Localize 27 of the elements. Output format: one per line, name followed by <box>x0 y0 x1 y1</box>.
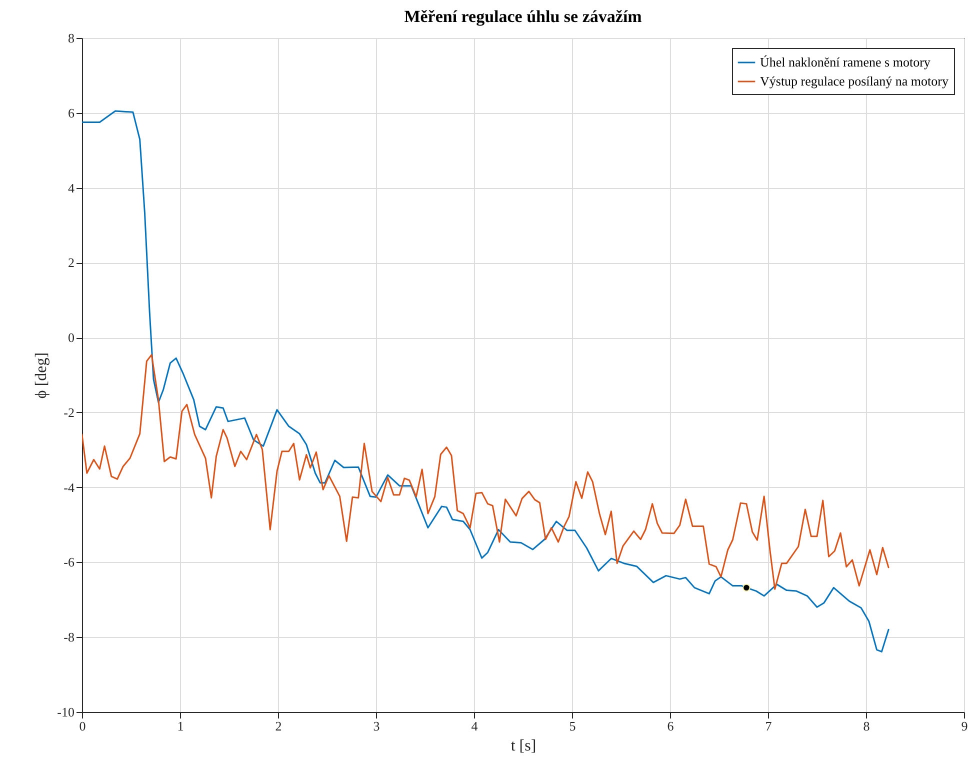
chart-title: Měření regulace úhlu se závažím <box>404 7 642 26</box>
x-tick-label: 6 <box>667 718 674 734</box>
y-tick-label: -8 <box>64 630 74 645</box>
line-series <box>82 110 890 652</box>
y-tick-label: -6 <box>64 554 75 570</box>
x-tick-label: 0 <box>79 718 86 734</box>
legend-label: Úhel naklonění ramene s motory <box>760 54 931 70</box>
line-series <box>82 354 890 590</box>
x-tick-label: 5 <box>569 718 576 734</box>
x-tick-label: 8 <box>863 718 870 734</box>
y-tick-label: -4 <box>64 480 75 495</box>
x-axis-title: t [s] <box>510 738 536 754</box>
y-tick-label: 0 <box>68 330 74 346</box>
x-tick-label: 1 <box>177 718 184 734</box>
x-tick-label: 9 <box>961 718 968 734</box>
y-tick-label: -2 <box>64 404 74 420</box>
x-tick-label: 7 <box>765 718 772 734</box>
legend-label: Výstup regulace posílaný na motory <box>760 74 949 88</box>
x-tick-label: 2 <box>275 718 282 734</box>
y-tick-label: 8 <box>68 30 74 46</box>
y-tick-label: 2 <box>68 255 74 270</box>
y-axis-title: ϕ [deg] <box>33 352 50 399</box>
x-tick-label: 4 <box>471 718 478 734</box>
y-tick-label: -10 <box>57 704 74 720</box>
y-tick-label: 6 <box>68 105 75 120</box>
y-tick-label: 4 <box>68 180 75 196</box>
x-tick-label: 3 <box>373 718 380 734</box>
